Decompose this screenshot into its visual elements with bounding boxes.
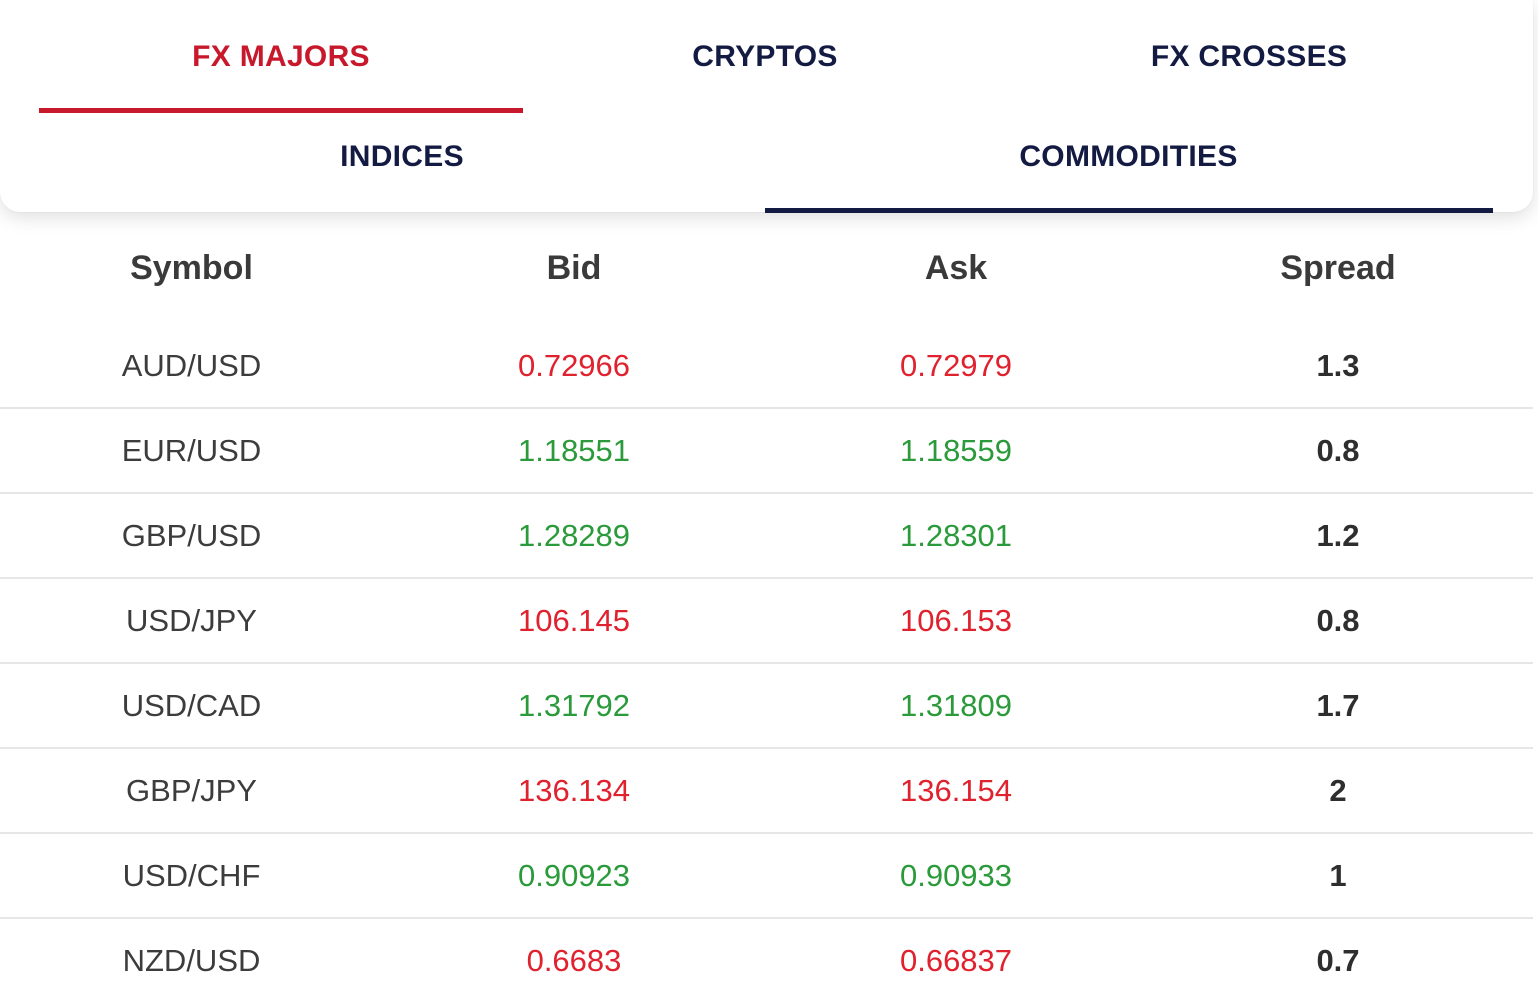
cell-symbol: USD/JPY: [126, 602, 257, 638]
table-row: EUR/USD 1.18551 1.18559 0.8: [0, 409, 1533, 494]
header-spread: Spread: [1280, 248, 1396, 287]
cell-bid: 106.145: [517, 602, 631, 638]
cell-ask: 1.31809: [899, 687, 1013, 723]
cell-bid: 1.28289: [517, 517, 631, 553]
cell-ask: 1.28301: [899, 517, 1013, 553]
cell-spread: 2: [1329, 772, 1347, 808]
cell-symbol: EUR/USD: [121, 432, 262, 468]
header-symbol: Symbol: [130, 248, 253, 287]
cell-symbol: GBP/JPY: [126, 772, 257, 808]
cell-symbol: GBP/USD: [121, 517, 262, 553]
cell-ask: 1.18559: [899, 432, 1013, 468]
table-row: AUD/USD 0.72966 0.72979 1.3: [0, 324, 1533, 409]
active-tab-indicator: [39, 108, 523, 113]
cell-bid: 136.134: [517, 772, 631, 808]
tab-cryptos[interactable]: CRYPTOS: [692, 40, 838, 73]
cell-ask: 0.72979: [899, 347, 1013, 383]
cell-bid: 0.90923: [517, 857, 631, 893]
cell-bid: 1.18551: [517, 432, 631, 468]
cell-ask: 136.154: [899, 772, 1013, 808]
cell-ask: 106.153: [899, 602, 1013, 638]
table-row: GBP/USD 1.28289 1.28301 1.2: [0, 494, 1533, 579]
tab-fx-crosses[interactable]: FX CROSSES: [1150, 40, 1348, 73]
cell-spread: 0.8: [1316, 602, 1360, 638]
cell-symbol: NZD/USD: [122, 942, 261, 978]
table-header: Symbol Bid Ask Spread: [0, 222, 1533, 314]
tab-indices[interactable]: INDICES: [340, 140, 464, 173]
cell-ask: 0.90933: [899, 857, 1013, 893]
cell-bid: 0.72966: [517, 347, 631, 383]
table-row: NZD/USD 0.6683 0.66837 0.7: [0, 919, 1533, 994]
cell-spread: 1: [1329, 857, 1347, 893]
cell-spread: 0.8: [1316, 432, 1360, 468]
table-row: USD/CHF 0.90923 0.90933 1: [0, 834, 1533, 919]
tab-commodities[interactable]: COMMODITIES: [1019, 140, 1238, 173]
tab-bar: FX MAJORS CRYPTOS FX CROSSES INDICES COM…: [0, 0, 1533, 213]
quotes-table: Symbol Bid Ask Spread AUD/USD 0.72966 0.…: [0, 222, 1533, 994]
cell-bid: 1.31792: [517, 687, 631, 723]
tab-hover-indicator: [765, 208, 1493, 213]
cell-spread: 1.3: [1316, 347, 1360, 383]
cell-bid: 0.6683: [526, 942, 622, 978]
cell-symbol: AUD/USD: [121, 347, 262, 383]
header-bid: Bid: [546, 248, 602, 287]
cell-spread: 1.7: [1316, 687, 1360, 723]
table-row: USD/JPY 106.145 106.153 0.8: [0, 579, 1533, 664]
header-ask: Ask: [924, 248, 988, 287]
cell-symbol: USD/CHF: [122, 857, 261, 893]
cell-ask: 0.66837: [899, 942, 1013, 978]
cell-spread: 0.7: [1316, 942, 1360, 978]
table-body: AUD/USD 0.72966 0.72979 1.3 EUR/USD 1.18…: [0, 324, 1533, 994]
tab-fx-majors[interactable]: FX MAJORS: [192, 40, 370, 73]
table-row: GBP/JPY 136.134 136.154 2: [0, 749, 1533, 834]
cell-spread: 1.2: [1316, 517, 1360, 553]
table-row: USD/CAD 1.31792 1.31809 1.7: [0, 664, 1533, 749]
cell-symbol: USD/CAD: [121, 687, 262, 723]
